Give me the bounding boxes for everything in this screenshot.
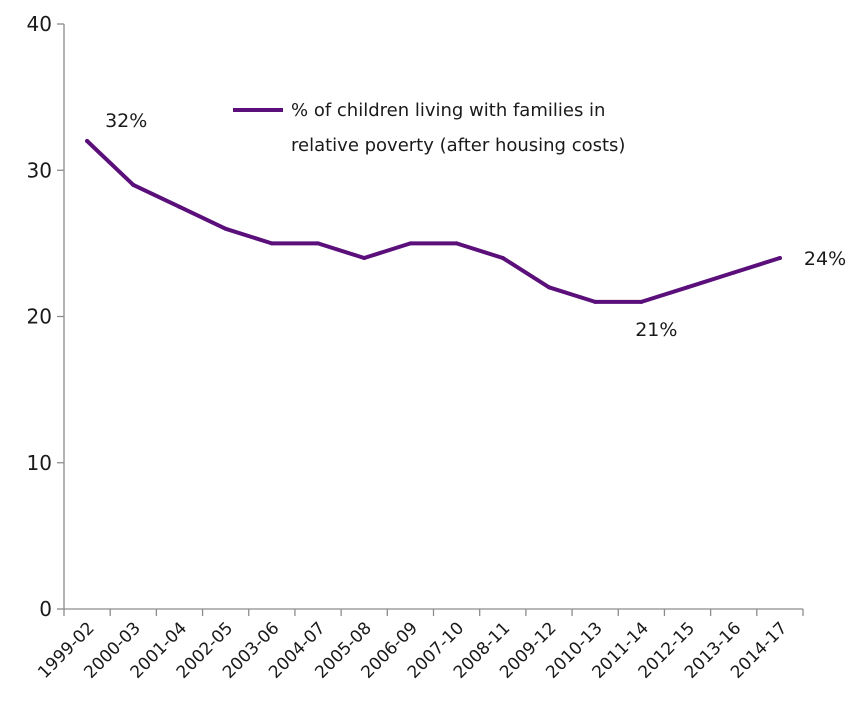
data-point — [546, 285, 551, 290]
y-tick-label: 30 — [27, 158, 52, 182]
data-point — [85, 139, 90, 143]
series-layer — [85, 139, 782, 304]
data-label: 24% — [804, 248, 846, 270]
data-label: 32% — [105, 110, 147, 132]
data-point — [316, 241, 321, 246]
data-point — [639, 299, 644, 304]
y-tick-label: 0 — [39, 597, 52, 621]
x-axis: 1999-022000-032001-042002-052003-062004-… — [34, 608, 804, 683]
legend-label-line-2: relative poverty (after housing costs) — [291, 135, 625, 156]
data-point — [500, 256, 505, 260]
data-point — [685, 285, 690, 290]
data-point — [269, 241, 274, 246]
data-point — [362, 256, 367, 260]
legend: % of children living with families in re… — [233, 100, 625, 156]
data-point — [454, 241, 459, 246]
data-point — [593, 299, 598, 304]
data-point — [408, 241, 413, 246]
legend-label-line-1: % of children living with families in — [291, 100, 605, 121]
data-labels: 32% 21% 24% — [105, 110, 846, 341]
data-label: 21% — [635, 319, 677, 341]
data-point — [177, 204, 182, 209]
y-tick-label: 20 — [27, 305, 52, 329]
y-axis: 0 10 20 30 40 — [27, 12, 65, 621]
series-line — [85, 139, 782, 304]
y-tick-label: 40 — [27, 12, 52, 36]
data-point — [223, 226, 228, 231]
data-point — [777, 256, 782, 260]
y-tick-label: 10 — [27, 451, 52, 475]
data-point — [131, 182, 136, 187]
data-point — [731, 270, 736, 275]
